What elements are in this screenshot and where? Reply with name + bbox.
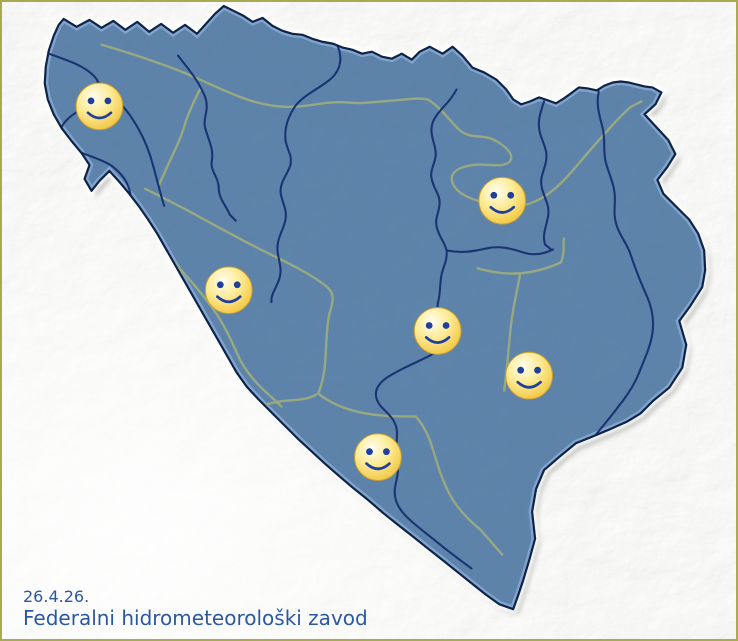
forecast-date: 26.4.26.	[23, 587, 90, 606]
map-footer: 26.4.26. Federalni hidrometeorološki zav…	[23, 587, 368, 630]
smiley-face-icon	[353, 432, 403, 482]
smiley-face-icon	[204, 265, 254, 315]
smiley-face-icon	[412, 306, 463, 356]
smiley-face-icon	[504, 350, 554, 401]
smiley-face-icon	[477, 176, 527, 226]
organization-name: Federalni hidrometeorološki zavod	[23, 606, 368, 630]
smiley-face-icon	[74, 81, 125, 132]
